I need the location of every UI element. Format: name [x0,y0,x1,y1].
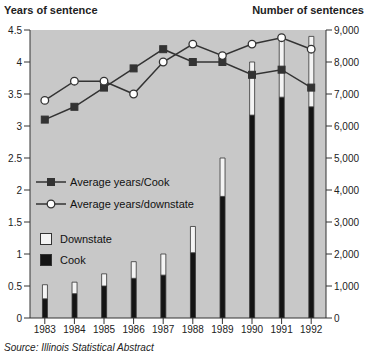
svg-text:1: 1 [16,249,22,260]
html-text:Downstate: Downstate [60,232,112,245]
svg-text:1986: 1986 [122,324,145,335]
svg-text:0: 0 [16,313,22,324]
svg-text:9,000: 9,000 [334,25,359,36]
svg-text:0: 0 [334,313,340,324]
svg-text:1987: 1987 [152,324,175,335]
svg-text:1984: 1984 [63,324,86,335]
html-text:Cook: Cook [60,253,86,266]
svg-text:2.5: 2.5 [8,153,22,164]
svg-text:4.5: 4.5 [8,25,22,36]
svg-text:1985: 1985 [93,324,116,335]
html-text:Years of sentence: Years of sentence [4,4,98,16]
svg-text:1,000: 1,000 [334,281,359,292]
svg-text:1983: 1983 [34,324,57,335]
svg-text:2: 2 [16,185,22,196]
svg-text:5,000: 5,000 [334,153,359,164]
svg-text:6,000: 6,000 [334,121,359,132]
svg-text:3,000: 3,000 [334,217,359,228]
html-text:Source: Illinois Statistical A: Source: Illinois Statistical Abstract [4,342,154,353]
svg-text:3: 3 [16,121,22,132]
svg-text:1988: 1988 [182,324,205,335]
svg-text:3.5: 3.5 [8,89,22,100]
html-text:Average years/downstate: Average years/downstate [70,197,194,210]
svg-text:1989: 1989 [211,324,234,335]
html-text:Average years/Cook: Average years/Cook [70,175,170,188]
svg-text:8,000: 8,000 [334,57,359,68]
svg-text:7,000: 7,000 [334,89,359,100]
svg-text:1990: 1990 [241,324,264,335]
html-text:Number of sentences: Number of sentences [252,4,364,16]
svg-text:1992: 1992 [300,324,323,335]
svg-text:4: 4 [16,57,22,68]
svg-text:0.5: 0.5 [8,281,22,292]
svg-text:2,000: 2,000 [334,249,359,260]
svg-text:4,000: 4,000 [334,185,359,196]
svg-text:1991: 1991 [270,324,293,335]
svg-text:1.5: 1.5 [8,217,22,228]
